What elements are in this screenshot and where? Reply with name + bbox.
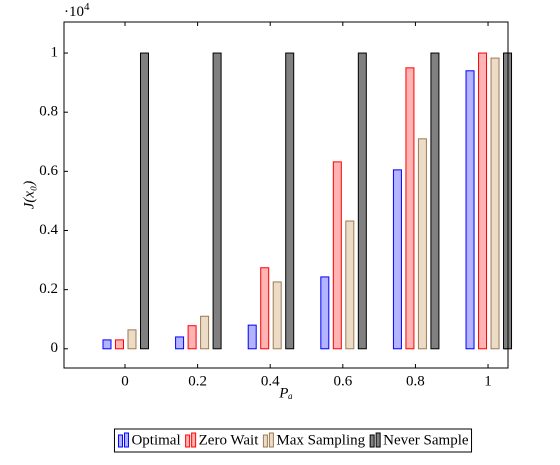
bar	[332, 161, 342, 350]
x-tick-label: 0.6	[333, 373, 352, 389]
bar	[200, 315, 210, 350]
legend-swatch	[375, 432, 381, 448]
bar	[465, 70, 475, 350]
bar	[478, 52, 488, 350]
bar	[139, 52, 149, 350]
x-tick-label: 0.4	[261, 373, 280, 389]
bar	[392, 169, 402, 350]
y-tick-label: 1	[51, 44, 59, 60]
legend-item: Zero Wait	[185, 432, 260, 448]
bar	[102, 339, 112, 350]
legend-swatch	[369, 434, 375, 448]
x-axis-label: Pₐ	[278, 385, 293, 401]
plot-frame	[63, 21, 509, 369]
bar	[260, 267, 270, 350]
y-tick-label: 0.6	[39, 163, 58, 179]
y-scale-base: ·10	[64, 4, 84, 20]
x-tick-label: 0.2	[188, 373, 207, 389]
legend-label: Never Sample	[383, 432, 469, 448]
legend-item: Never Sample	[369, 432, 469, 448]
bar	[272, 281, 282, 350]
legend: Optimal Zero Wait Max Sampling Never Sample	[113, 428, 473, 453]
x-tick-label: 0.8	[406, 373, 425, 389]
legend-item: Optimal	[117, 432, 181, 448]
legend-label: Zero Wait	[199, 432, 260, 448]
legend-swatch	[117, 434, 123, 448]
legend-swatch	[123, 432, 129, 448]
y-tick-label: 0.4	[39, 222, 58, 238]
bar	[430, 52, 440, 350]
bar	[187, 325, 197, 350]
legend-swatch	[268, 432, 274, 448]
bar	[490, 57, 500, 350]
bar	[285, 52, 295, 350]
legend-swatch	[262, 434, 268, 448]
y-tick-label: 0.2	[39, 281, 58, 297]
bar	[114, 339, 124, 350]
bar	[320, 276, 330, 350]
bar	[247, 324, 257, 350]
legend-frame	[113, 428, 473, 453]
bar	[212, 52, 222, 350]
legend-swatch	[191, 432, 197, 448]
y-scale-exponent: 4	[84, 1, 90, 13]
y-scale-label: ·104	[64, 1, 90, 21]
bar	[417, 138, 427, 350]
bar	[127, 329, 137, 350]
bar	[405, 67, 415, 350]
y-axis-label: J(x₀)	[21, 181, 37, 210]
y-tick-label: 0.8	[39, 104, 58, 120]
legend-label: Max Sampling	[276, 432, 365, 448]
bar	[357, 52, 367, 350]
bar	[345, 220, 355, 350]
y-tick-label: 0	[51, 340, 59, 356]
bar	[175, 336, 185, 350]
x-tick-label: 0	[121, 373, 129, 389]
x-tick-label: 1	[484, 373, 492, 389]
legend-label: Optimal	[131, 432, 180, 448]
legend-item: Max Sampling	[262, 432, 366, 448]
legend-swatch	[185, 434, 191, 448]
